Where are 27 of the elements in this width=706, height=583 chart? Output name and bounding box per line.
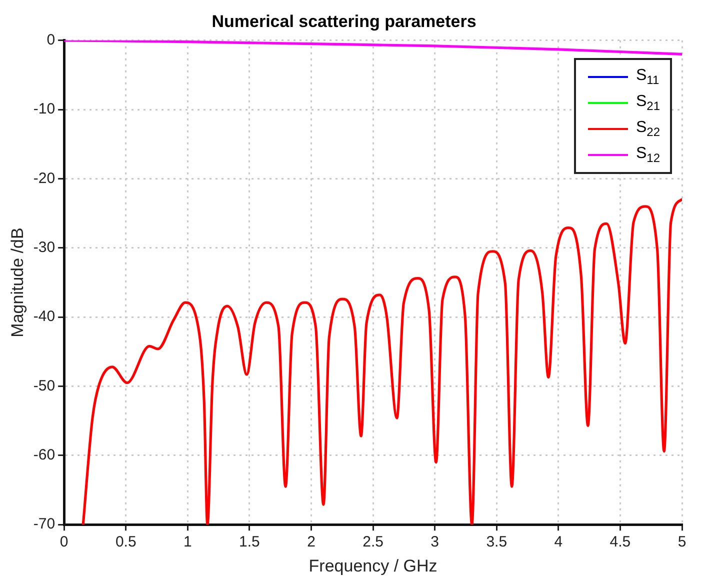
y-tick-label: -60 [33, 446, 56, 464]
y-tick-label: -30 [33, 239, 56, 256]
legend-label: S$_{11}$ [636, 67, 660, 88]
x-tick-label: 1.5 [239, 534, 260, 551]
x-tick-label: 4.5 [610, 534, 631, 551]
x-tick-label: 5 [678, 534, 686, 551]
x-tick-label: 0 [60, 534, 68, 551]
x-tick-label: 0.5 [115, 534, 136, 551]
x-tick-label: 3 [430, 534, 440, 551]
line-series [82, 198, 682, 525]
x-tick-label: 1 [183, 534, 192, 551]
legend-label: S$_{22}$ [636, 119, 660, 140]
x-axis-title: Frequency / GHz [308, 556, 438, 576]
x-tick-label: 2.5 [362, 534, 384, 551]
x-tick-label: 4 [554, 534, 563, 551]
x-tick-label: 2 [307, 534, 316, 551]
chart-title: Numerical scattering parameters [212, 12, 476, 31]
y-tick-label: -70 [33, 516, 56, 533]
legend-label: S$_{12}$ [636, 145, 660, 166]
legend-label: S$_{21}$ [636, 93, 660, 114]
y-tick-label: -40 [33, 308, 56, 326]
y-tick-label: -20 [33, 170, 56, 187]
x-tick-label: 3.5 [486, 534, 508, 551]
y-tick-label: -10 [33, 100, 56, 118]
y-axis-title: Magnitude /dB [8, 228, 27, 338]
y-tick-label: 0 [46, 32, 56, 49]
y-tick-label: -50 [33, 377, 56, 394]
